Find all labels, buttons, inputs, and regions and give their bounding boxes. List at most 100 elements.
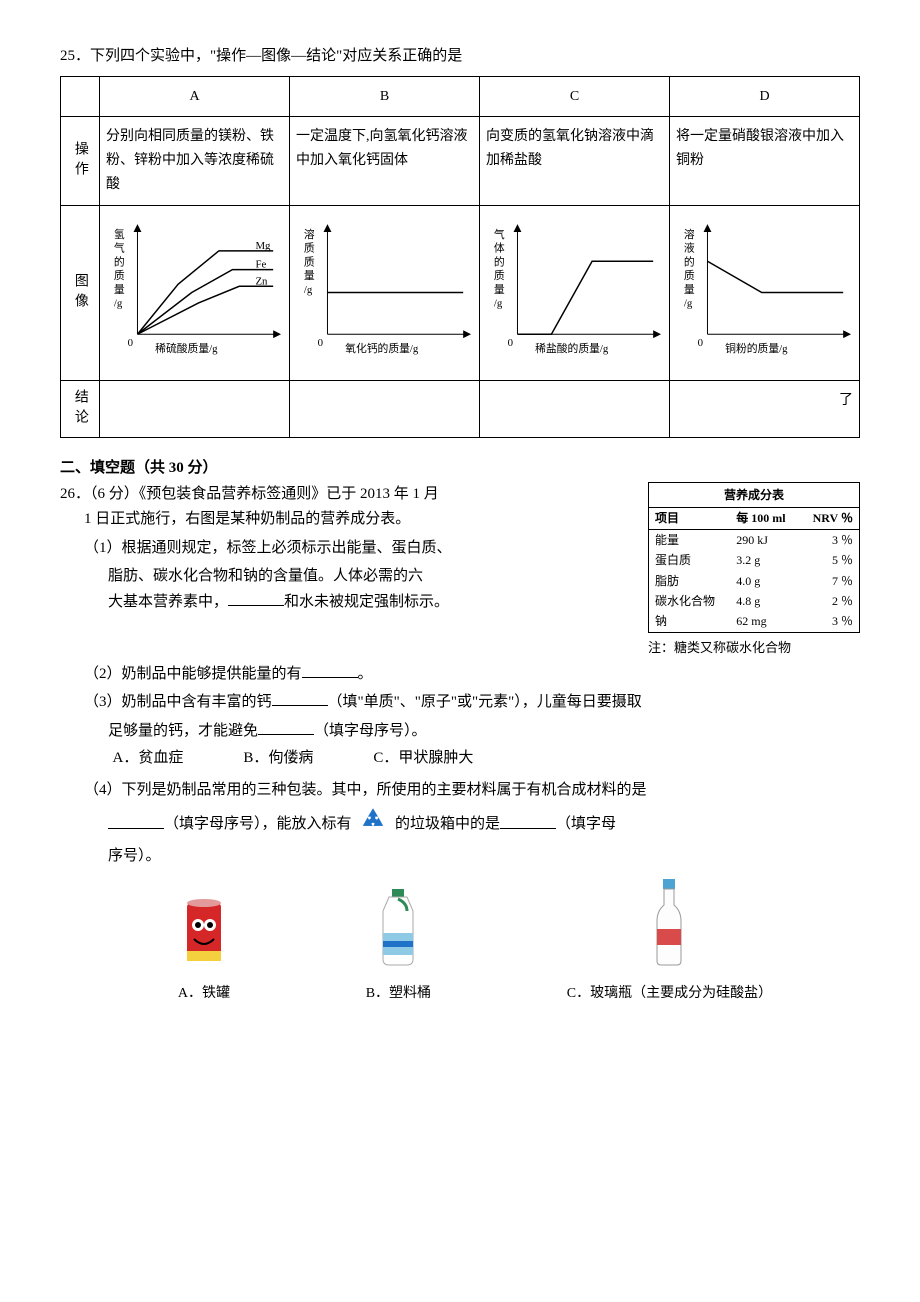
pkg-row: A．铁罐 B．塑料桶 C．玻璃瓶	[60, 869, 860, 1010]
q25-img-row: 图像 氢气的质量/g0MgFeZn稀硫酸质量/g 溶质质量/g0氧化钙的质量/g…	[61, 205, 860, 381]
nutri-row: 蛋白质3.2 g5 ％	[649, 550, 859, 570]
q25-chart-a: 氢气的质量/g 0 Mg Fe Zn 稀硫酸质量/g	[100, 205, 290, 381]
opt-a: A．贫血症	[113, 746, 184, 772]
svg-text:0: 0	[318, 337, 323, 349]
q25-chart-d: 溶液的质量/g 0 铜粉的质量/g	[670, 205, 860, 381]
q26-p1b: 脂肪、碳水化合物和钠的含量值。人体必需的六	[60, 564, 640, 590]
q25-chart-c: 气体的质量/g 0 稀盐酸的质量/g	[480, 205, 670, 381]
q26-p3-options: A．贫血症 B．佝偻病 C．甲状腺肿大	[60, 746, 860, 772]
svg-text:质: 质	[684, 269, 695, 282]
recycle-icon	[359, 806, 387, 844]
q25-concl-label: 结论	[61, 381, 100, 438]
nutri-row: 脂肪4.0 g7 ％	[649, 571, 859, 591]
svg-text:的: 的	[114, 254, 125, 268]
svg-text:0: 0	[698, 337, 703, 349]
svg-text:0: 0	[508, 337, 513, 349]
svg-text:Fe: Fe	[255, 258, 266, 270]
q25-concl-d: 了	[670, 381, 860, 438]
svg-text:稀硫酸质量/g: 稀硫酸质量/g	[155, 341, 218, 355]
q25-table: A B C D 操作 分别向相同质量的镁粉、铁粉、锌粉中加入等浓度稀硫酸 一定温…	[60, 76, 860, 439]
nutri-title: 营养成分表	[649, 483, 859, 508]
q26-p4c: 序号）。	[60, 844, 860, 870]
svg-text:铜粉的质量/g: 铜粉的质量/g	[725, 341, 788, 355]
svg-text:量: 量	[114, 283, 125, 296]
svg-text:体: 体	[494, 240, 505, 254]
q25-img-label: 图像	[61, 205, 100, 381]
pkg-a: A．铁罐	[178, 897, 230, 1006]
blank-2[interactable]	[302, 662, 358, 678]
opt-b: B．佝偻病	[243, 746, 313, 772]
q25-op-c: 向变质的氢氧化钠溶液中滴加稀盐酸	[480, 117, 670, 205]
glass-bottle-icon	[567, 877, 772, 976]
q25-col-d: D	[670, 76, 860, 117]
opt-c: C．甲状腺肿大	[373, 746, 473, 772]
q25-op-a: 分别向相同质量的镁粉、铁粉、锌粉中加入等浓度稀硫酸	[100, 117, 290, 205]
svg-text:/g: /g	[684, 297, 693, 309]
svg-text:质: 质	[114, 269, 125, 282]
nutrition-panel: 营养成分表 项目 每 100 ml NRV ％ 能量290 kJ3 ％蛋白质3.…	[648, 482, 860, 659]
section2-heading: 二、填空题（共 30 分）	[60, 456, 860, 482]
blank-5[interactable]	[108, 813, 164, 829]
nutri-note: 注：糖类又称碳水化合物	[648, 637, 860, 659]
q26-line2: 1 日正式施行，右图是某种奶制品的营养成分表。	[60, 507, 640, 533]
q26: 26．（6 分）《预包装食品营养标签通则》已于 2013 年 1 月 1 日正式…	[60, 482, 860, 1010]
q25-col-c: C	[480, 76, 670, 117]
q25-chart-b: 溶质质量/g0氧化钙的质量/g	[290, 205, 480, 381]
q25-col-a: A	[100, 76, 290, 117]
q25-op-d: 将一定量硝酸银溶液中加入铜粉	[670, 117, 860, 205]
svg-text:/g: /g	[494, 297, 503, 309]
iron-can-icon	[178, 897, 230, 976]
q25-op-b: 一定温度下,向氢氧化钙溶液中加入氧化钙固体	[290, 117, 480, 205]
svg-text:溶: 溶	[304, 227, 315, 241]
svg-text:的: 的	[684, 254, 695, 268]
nutri-row: 碳水化合物4.8 g2 ％	[649, 591, 859, 611]
svg-text:量: 量	[494, 283, 505, 296]
svg-text:/g: /g	[304, 284, 313, 296]
q25-corner	[61, 76, 100, 117]
svg-text:质: 质	[494, 269, 505, 282]
q26-p2: （2）奶制品中能够提供能量的有。	[60, 662, 860, 688]
blank-1[interactable]	[228, 590, 284, 606]
svg-text:氧化钙的质量/g: 氧化钙的质量/g	[345, 341, 419, 355]
q25-concl-row: 结论 了	[61, 381, 860, 438]
q26-p4b: （填字母序号），能放入标有 的垃圾箱中的是（填字母	[60, 806, 860, 844]
q26-p4a: （4）下列是奶制品常用的三种包装。其中，所使用的主要材料属于有机合成材料的是	[60, 778, 860, 804]
svg-text:稀盐酸的质量/g: 稀盐酸的质量/g	[535, 341, 609, 355]
q26-p3b: 足够量的钙，才能避免（填字母序号）。	[60, 719, 860, 745]
plastic-bottle-icon	[366, 887, 431, 976]
svg-text:量: 量	[304, 269, 315, 282]
svg-text:液: 液	[684, 240, 695, 254]
svg-text:质: 质	[304, 255, 315, 268]
svg-text:的: 的	[494, 254, 505, 268]
q25-stem: 25．下列四个实验中，"操作—图像—结论"对应关系正确的是	[60, 44, 860, 70]
q25-col-b: B	[290, 76, 480, 117]
q25-concl-c	[480, 381, 670, 438]
svg-text:气: 气	[494, 227, 505, 241]
nutri-row: 钠62 mg3 ％	[649, 611, 859, 631]
svg-text:气: 气	[114, 240, 125, 254]
svg-text:Mg: Mg	[255, 240, 271, 252]
q26-line1: 26．（6 分）《预包装食品营养标签通则》已于 2013 年 1 月	[60, 482, 640, 508]
q26-p1a: （1）根据通则规定，标签上必须标示出能量、蛋白质、	[60, 536, 640, 562]
blank-6[interactable]	[500, 813, 556, 829]
blank-3[interactable]	[272, 690, 328, 706]
svg-text:质: 质	[304, 241, 315, 254]
svg-text:氢: 氢	[114, 227, 125, 241]
q25-ops-row: 操作 分别向相同质量的镁粉、铁粉、锌粉中加入等浓度稀硫酸 一定温度下,向氢氧化钙…	[61, 117, 860, 205]
svg-text:Zn: Zn	[255, 275, 268, 287]
svg-text:溶: 溶	[684, 227, 695, 241]
nutri-header: 项目 每 100 ml NRV ％	[649, 508, 859, 529]
svg-text:0: 0	[128, 337, 133, 349]
pkg-c: C．玻璃瓶（主要成分为硅酸盐）	[567, 877, 772, 1006]
q25-number: 25．	[60, 48, 90, 64]
nutri-row: 能量290 kJ3 ％	[649, 530, 859, 550]
pkg-b: B．塑料桶	[366, 887, 431, 1006]
q25-header-row: A B C D	[61, 76, 860, 117]
svg-text:量: 量	[684, 283, 695, 296]
q26-p1c: 大基本营养素中，和水未被规定强制标示。	[60, 590, 640, 616]
nutri-table: 营养成分表 项目 每 100 ml NRV ％ 能量290 kJ3 ％蛋白质3.…	[648, 482, 860, 633]
blank-4[interactable]	[258, 719, 314, 735]
svg-text:/g: /g	[114, 297, 123, 309]
q25-concl-a	[100, 381, 290, 438]
q25-concl-b	[290, 381, 480, 438]
